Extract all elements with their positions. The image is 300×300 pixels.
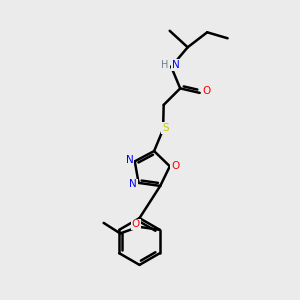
Text: H: H — [161, 60, 168, 70]
Text: S: S — [162, 123, 169, 133]
Text: O: O — [132, 219, 140, 230]
Text: N: N — [125, 155, 133, 165]
Text: N: N — [129, 179, 137, 189]
Text: O: O — [202, 86, 210, 96]
Text: O: O — [171, 161, 179, 171]
Text: N: N — [172, 60, 179, 70]
